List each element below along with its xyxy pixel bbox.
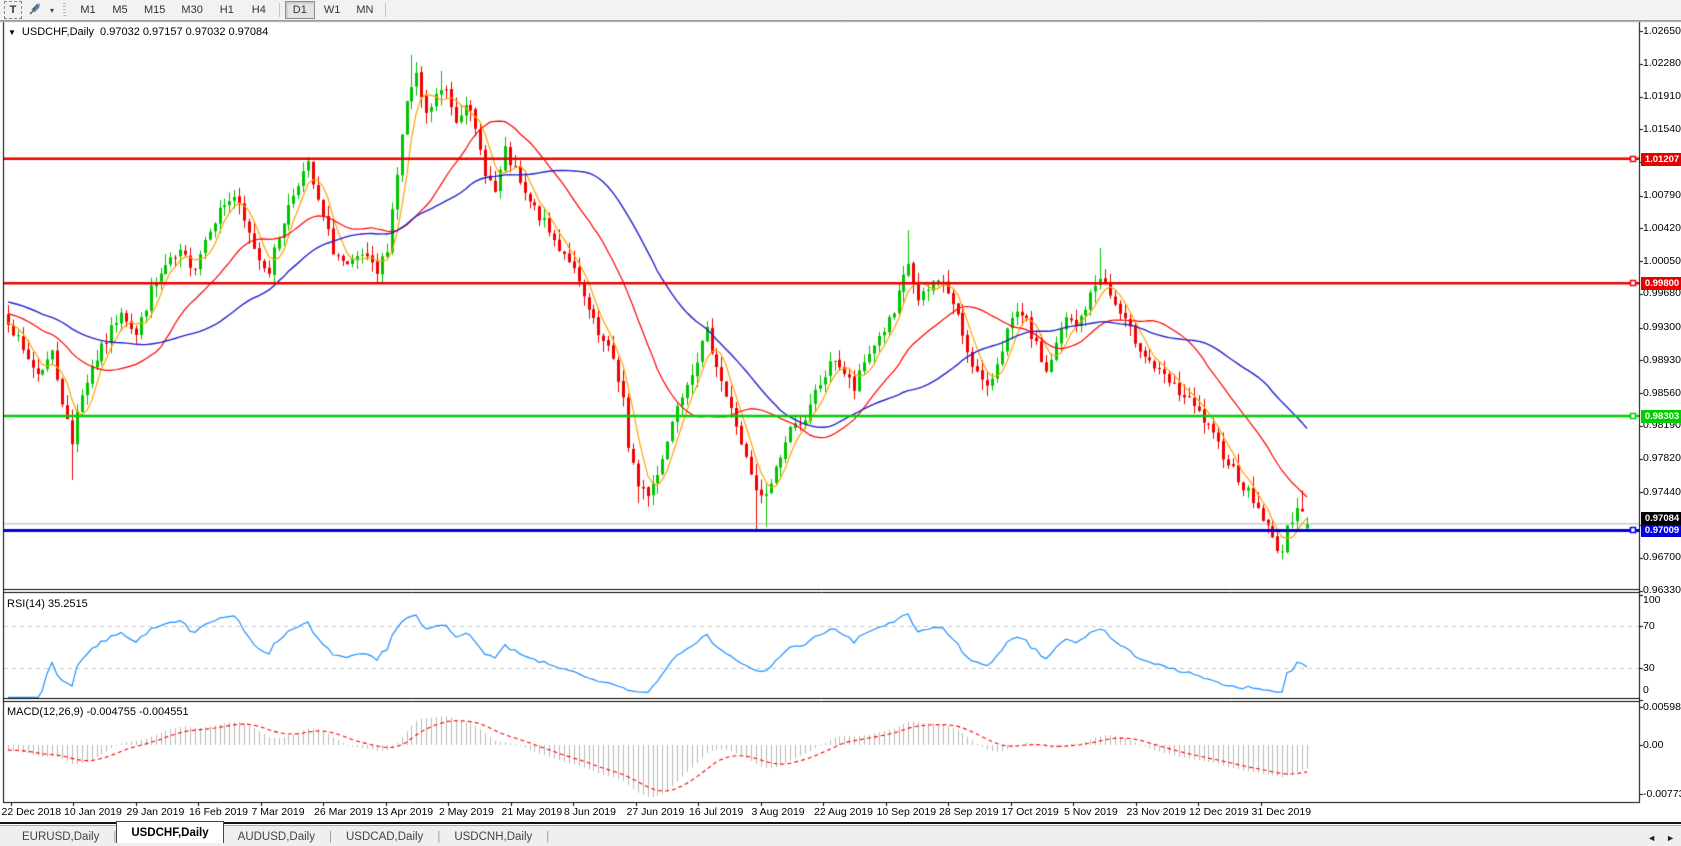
price-axis-label: 0.96700 <box>1643 551 1681 564</box>
tab-separator: | <box>437 831 441 843</box>
macd-scale-label: 0.005986 <box>1643 701 1681 713</box>
price-axis-label: 1.01540 <box>1643 122 1681 135</box>
price-axis-label: 1.00790 <box>1643 189 1681 202</box>
tab-separator: | <box>328 831 332 843</box>
date-axis-label: 21 May 2019 <box>501 806 563 818</box>
tab-eurusd[interactable]: EURUSD,Daily <box>22 831 100 843</box>
date-axis-label: 13 Apr 2019 <box>376 806 434 818</box>
macd-scale-label: -0.007737 <box>1643 788 1681 800</box>
date-axis-label: 31 Dec 2019 <box>1251 806 1312 818</box>
rsi-scale-label: 30 <box>1643 662 1655 674</box>
tab-separator: | <box>113 831 117 843</box>
chart-tab-bar: EURUSD,Daily | USDCHF,Daily AUDUSD,Daily | US… <box>0 821 1681 846</box>
tab-audusd[interactable]: AUDUSD,Daily <box>237 831 315 843</box>
price-axis-label: 0.99300 <box>1643 321 1681 334</box>
date-axis-label: 7 Mar 2019 <box>251 806 305 818</box>
price-axis-label: 1.02650 <box>1643 24 1681 37</box>
date-axis-label: 22 Dec 2018 <box>1 806 62 818</box>
macd-pane-title: MACD(12,26,9) -0.004755 -0.004551 <box>7 706 189 718</box>
date-axis-label: 27 Jun 2019 <box>626 806 685 818</box>
current-price-tag: 0.97084 <box>1641 511 1681 525</box>
price-axis-label: 1.02280 <box>1643 57 1681 70</box>
rsi-scale-label: 100 <box>1643 594 1661 606</box>
date-axis-label: 8 Jun 2019 <box>564 806 616 818</box>
date-axis-label: 3 Aug 2019 <box>751 806 805 818</box>
price-axis-label: 0.98930 <box>1643 353 1681 366</box>
price-axis-label: 1.00420 <box>1643 221 1681 234</box>
tab-scroll-left-icon[interactable]: ◄ <box>1647 833 1657 843</box>
date-axis-label: 17 Oct 2019 <box>1001 806 1059 818</box>
level-price-tag: 0.98303 <box>1641 409 1681 423</box>
date-axis-label: 10 Jan 2019 <box>64 806 122 818</box>
rsi-pane-title: RSI(14) 35.2515 <box>7 598 88 610</box>
level-price-tag: 0.97009 <box>1641 524 1681 538</box>
price-axis-label: 0.97440 <box>1643 485 1681 498</box>
tab-usdcnh[interactable]: USDCNH,Daily <box>454 831 533 843</box>
rsi-scale-label: 0 <box>1643 684 1649 696</box>
level-price-tag: 0.99800 <box>1641 277 1681 291</box>
level-price-tag: 1.01207 <box>1641 152 1681 166</box>
price-chart-canvas[interactable] <box>0 0 1681 824</box>
date-axis-label: 16 Jul 2019 <box>689 806 744 818</box>
price-axis-label: 0.97820 <box>1643 452 1681 465</box>
date-axis-label: 28 Sep 2019 <box>939 806 999 818</box>
date-axis-label: 2 May 2019 <box>439 806 494 818</box>
date-axis-label: 29 Jan 2019 <box>126 806 185 818</box>
macd-scale-label: 0.00 <box>1643 739 1664 751</box>
rsi-scale-label: 70 <box>1643 620 1655 632</box>
date-axis-label: 23 Nov 2019 <box>1126 806 1187 818</box>
chart-title-line: ▼ USDCHF,Daily 0.97032 0.97157 0.97032 0… <box>8 26 268 38</box>
price-axis-label: 0.96330 <box>1643 584 1681 597</box>
date-axis-label: 16 Feb 2019 <box>189 806 248 818</box>
ohlc-values: 0.97032 0.97157 0.97032 0.97084 <box>100 26 269 38</box>
date-axis-label: 12 Dec 2019 <box>1189 806 1249 818</box>
price-axis-label: 0.99680 <box>1643 287 1681 300</box>
tab-separator: | <box>546 831 550 843</box>
symbol-name: USDCHF,Daily <box>21 26 95 38</box>
symbol-dropdown-icon[interactable]: ▼ <box>8 27 16 37</box>
tab-usdchf[interactable]: USDCHF,Daily <box>116 821 224 843</box>
date-axis-label: 26 Mar 2019 <box>314 806 373 818</box>
date-axis-label: 22 Aug 2019 <box>814 806 873 818</box>
date-axis-label: 10 Sep 2019 <box>876 806 937 818</box>
tab-usdcad[interactable]: USDCAD,Daily <box>345 831 424 843</box>
price-axis-label: 1.00050 <box>1643 254 1681 267</box>
price-axis-label: 0.98560 <box>1643 386 1681 399</box>
tab-scroll-right-icon[interactable]: ► <box>1666 833 1675 843</box>
price-axis-label: 1.01910 <box>1643 90 1681 103</box>
chart-bottom-scroll-strip[interactable] <box>0 822 1681 824</box>
date-axis-label: 5 Nov 2019 <box>1064 806 1118 818</box>
